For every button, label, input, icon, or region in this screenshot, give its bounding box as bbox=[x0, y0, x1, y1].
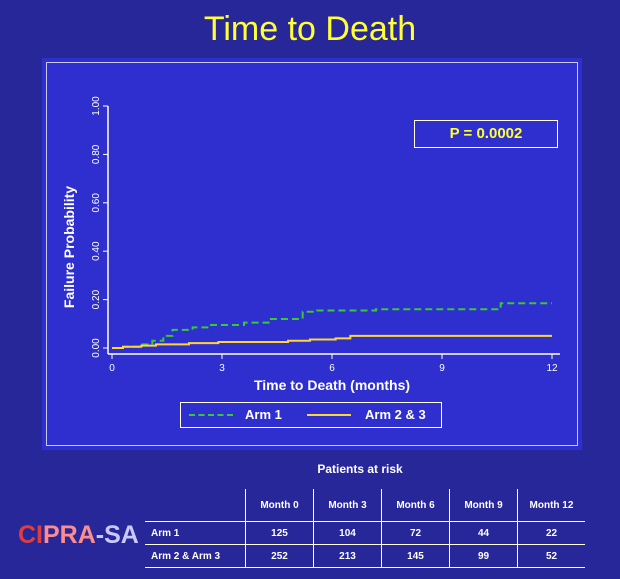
legend-swatch-arm23 bbox=[307, 414, 351, 416]
risk-cell: 125 bbox=[245, 521, 314, 545]
risk-row-label: Arm 1 bbox=[145, 521, 246, 545]
y-tick-label: 0.20 bbox=[91, 289, 102, 309]
y-tick-label: 0.60 bbox=[91, 193, 102, 213]
table-row: Arm 1 125 104 72 44 22 bbox=[145, 521, 585, 545]
table-row: Arm 2 & Arm 3 252 213 145 99 52 bbox=[145, 544, 585, 568]
x-tick-label: 12 bbox=[546, 363, 558, 374]
x-tick-label: 0 bbox=[109, 363, 115, 374]
risk-header-month0: Month 0 bbox=[245, 489, 314, 522]
risk-cell: 104 bbox=[313, 521, 382, 545]
x-tick-label: 9 bbox=[439, 363, 445, 374]
risk-table-header: Month 0 Month 3 Month 6 Month 9 Month 12 bbox=[145, 489, 585, 522]
chart-frame bbox=[46, 62, 578, 446]
risk-header-month12: Month 12 bbox=[517, 489, 585, 522]
y-tick-label: 0.80 bbox=[91, 144, 102, 164]
risk-header-month6: Month 6 bbox=[381, 489, 450, 522]
risk-cell: 52 bbox=[517, 544, 585, 568]
legend-label-arm1: Arm 1 bbox=[245, 407, 282, 422]
x-tick-label: 3 bbox=[219, 363, 225, 374]
risk-cell: 22 bbox=[517, 521, 585, 545]
slide-title: Time to Death bbox=[203, 10, 417, 48]
series-line-arm1 bbox=[112, 302, 552, 349]
logo-part2: PRA bbox=[43, 521, 96, 549]
chart-legend: Arm 1 Arm 2 & 3 bbox=[180, 402, 442, 428]
risk-row-label: Arm 2 & Arm 3 bbox=[145, 544, 246, 568]
legend-swatch-arm1 bbox=[189, 414, 233, 416]
x-tick-label: 6 bbox=[329, 363, 335, 374]
series-line-arm23 bbox=[112, 334, 552, 349]
risk-cell: 72 bbox=[381, 521, 450, 545]
cipra-logo: CIPRA-SA bbox=[18, 521, 139, 550]
y-tick-label: 1.00 bbox=[91, 96, 102, 116]
risk-cell: 44 bbox=[449, 521, 518, 545]
logo-part3: -SA bbox=[95, 521, 139, 549]
y-axis-label: Failure Probability bbox=[61, 186, 77, 308]
risk-table: Month 0 Month 3 Month 6 Month 9 Month 12… bbox=[145, 489, 585, 568]
risk-table-title: Patients at risk bbox=[317, 462, 403, 476]
risk-header-blank bbox=[145, 489, 246, 522]
risk-cell: 99 bbox=[449, 544, 518, 568]
risk-cell: 252 bbox=[245, 544, 314, 568]
chart-panel: 0 3 6 9 12 0.00 0.20 0.40 0.60 0.80 1.00 Time to De… bbox=[42, 58, 582, 450]
p-value-box: P = 0.0002 bbox=[414, 120, 558, 148]
risk-cell: 213 bbox=[313, 544, 382, 568]
risk-cell: 145 bbox=[381, 544, 450, 568]
survival-chart: 0 3 6 9 12 0.00 0.20 0.40 0.60 0.80 1.00 Time to De… bbox=[61, 96, 560, 393]
risk-header-month3: Month 3 bbox=[313, 489, 382, 522]
x-axis-label: Time to Death (months) bbox=[254, 377, 410, 393]
risk-header-month9: Month 9 bbox=[449, 489, 518, 522]
y-tick-label: 0.40 bbox=[91, 241, 102, 261]
logo-part1: CI bbox=[18, 521, 43, 549]
y-tick-label: 0.00 bbox=[91, 338, 102, 358]
legend-label-arm23: Arm 2 & 3 bbox=[365, 407, 426, 422]
